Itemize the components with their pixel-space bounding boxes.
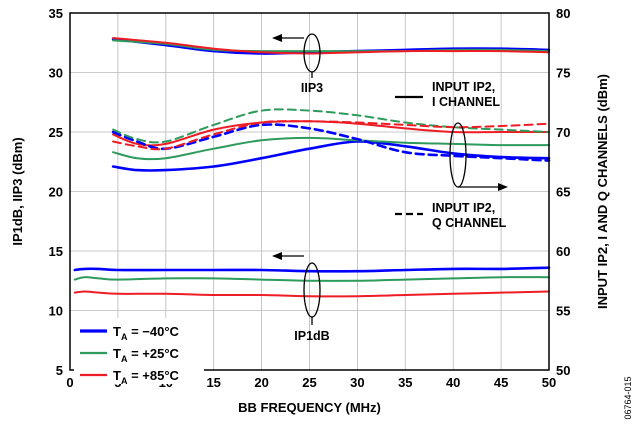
x-tick-label: 15	[206, 375, 220, 390]
ip2-i-label-line2: I CHANNEL	[432, 95, 500, 109]
right-y-tick-label: 80	[556, 6, 570, 21]
left-y-tick-label: 35	[49, 6, 63, 21]
right-y-tick-label: 60	[556, 244, 570, 259]
right-y-tick-label: 65	[556, 185, 570, 200]
left-y-tick-label: 30	[49, 66, 63, 81]
x-tick-label: 20	[254, 375, 268, 390]
x-tick-label: 25	[302, 375, 316, 390]
series-line-ip1db-p25	[75, 277, 549, 281]
series-line-iip3-p25	[113, 40, 549, 51]
x-tick-label: 35	[398, 375, 412, 390]
x-tick-label: 40	[446, 375, 460, 390]
ip2-q-label-line2: Q CHANNEL	[432, 216, 507, 230]
ip1db-arrowhead-icon	[272, 252, 282, 260]
x-tick-label: 30	[350, 375, 364, 390]
left-y-tick-label: 10	[49, 304, 63, 319]
iip3-arrowhead-icon	[272, 34, 282, 42]
figure-id: 06764-015	[623, 376, 633, 419]
x-tick-label: 0	[66, 375, 73, 390]
x-axis-title: BB FREQUENCY (MHz)	[238, 400, 381, 415]
ip1db-label: IP1dB	[294, 329, 329, 343]
x-tick-label: 45	[494, 375, 508, 390]
ip2-arrowhead-icon	[498, 183, 508, 191]
series-line-ip1db-p85	[75, 292, 549, 297]
right-axis-title: INPUT IP2, I AND Q CHANNELS (dBm)	[595, 74, 610, 309]
left-y-tick-label: 20	[49, 185, 63, 200]
legend: TA = −40°CTA = +25°CTA = +85°C	[74, 318, 204, 386]
ip2-q-label-line1: INPUT IP2,	[432, 201, 495, 215]
left-y-tick-label: 25	[49, 125, 63, 140]
right-y-tick-label: 75	[556, 66, 570, 81]
left-axis-title: IP1dB, IIP3 (dBm)	[10, 137, 25, 245]
right-y-tick-label: 50	[556, 363, 570, 378]
ip2-i-label-line1: INPUT IP2,	[432, 80, 495, 94]
right-y-tick-label: 55	[556, 304, 570, 319]
x-tick-label: 50	[542, 375, 556, 390]
series-line-ip2-q-p25	[113, 109, 549, 142]
left-y-tick-label: 5	[56, 363, 63, 378]
left-y-tick-label: 15	[49, 244, 63, 259]
iip3-label: IIP3	[301, 81, 323, 95]
series-line-ip1db-m40	[75, 268, 549, 272]
right-y-tick-label: 70	[556, 125, 570, 140]
